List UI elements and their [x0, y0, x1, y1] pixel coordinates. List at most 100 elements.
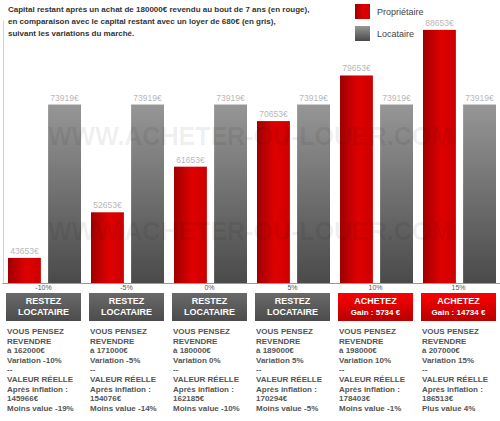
panel-text: VALEUR RÉELLE: [90, 375, 157, 384]
data-label: 79653€: [342, 63, 371, 73]
data-label: 73919€: [382, 93, 411, 103]
panel-text: VOUS PENSEZ: [339, 327, 396, 336]
verdict-box: [338, 293, 413, 321]
data-label: 70653€: [259, 109, 288, 119]
panel-text: 154076€: [90, 394, 122, 403]
panel-text: Après inflation :: [339, 385, 400, 394]
panel-text: VALEUR RÉELLE: [256, 375, 323, 384]
panel-text: --: [90, 365, 96, 374]
panel-text: VALEUR RÉELLE: [173, 375, 240, 384]
panel-text: VOUS PENSEZ: [173, 327, 230, 336]
panel-text: REVENDRE: [422, 337, 467, 346]
x-tick-label: -5%: [120, 284, 132, 291]
bar: [131, 105, 164, 283]
x-axis: -10% -5% 0% 5% 10% 15%: [3, 283, 500, 291]
panel-text: Après inflation :: [173, 385, 234, 394]
panel-text: à 180000€: [173, 346, 211, 355]
panels: RESTEZLOCATAIREVOUS PENSEZREVENDREà 1620…: [6, 293, 496, 413]
data-label: 73919€: [465, 93, 494, 103]
bar: [91, 212, 124, 283]
bar: [8, 258, 41, 283]
data-label: 88653€: [425, 18, 454, 28]
title-line: Capital restant après un achat de 180000…: [8, 5, 309, 14]
panel-text: VALEUR RÉELLE: [422, 375, 489, 384]
verdict-text: Gain : 14734 €: [432, 308, 486, 317]
x-tick-label: 0%: [204, 284, 214, 291]
x-axis-line: [3, 283, 500, 284]
verdict-box: [89, 293, 164, 321]
panel-text: Variation 0%: [173, 356, 221, 365]
panel-text: Variation -10%: [7, 356, 62, 365]
x-tick: 0%: [204, 283, 214, 291]
data-label: 61653€: [176, 155, 205, 165]
panel-text: --: [7, 365, 13, 374]
watermark: WWW.ACHETER-OU-LOUER.COMWWW.ACHETER-OU-L…: [48, 122, 452, 245]
panel-text: à 207000€: [422, 346, 460, 355]
panel-text: Moins value -14%: [90, 404, 157, 413]
bar: [463, 105, 496, 283]
verdict-text: LOCATAIRE: [184, 307, 235, 317]
panel-text: VOUS PENSEZ: [422, 327, 479, 336]
panel-text: VALEUR RÉELLE: [339, 375, 406, 384]
panel-text: Moins value -5%: [256, 404, 318, 413]
panel-text: 162185€: [173, 394, 205, 403]
x-tick: -5%: [120, 283, 132, 291]
verdict-box: [421, 293, 496, 321]
panel-text: Plus value 4%: [422, 404, 475, 413]
bar: [297, 105, 330, 283]
bars: [8, 30, 496, 283]
legend-label: Locataire: [377, 29, 414, 39]
panel-text: VOUS PENSEZ: [90, 327, 147, 336]
verdict-text: RESTEZ: [192, 296, 228, 306]
panel-text: Après inflation :: [422, 385, 483, 394]
bar: [48, 105, 81, 283]
x-tick-label: 15%: [451, 284, 465, 291]
panel-text: --: [256, 365, 262, 374]
panel-text: VOUS PENSEZ: [7, 327, 64, 336]
panel-text: REVENDRE: [256, 337, 301, 346]
panel-text: Après inflation :: [7, 385, 68, 394]
x-tick: -10%: [35, 283, 51, 291]
verdict-box: [6, 293, 81, 321]
panel-text: --: [339, 365, 345, 374]
data-label: 73919€: [299, 93, 328, 103]
verdict-box: [255, 293, 330, 321]
verdict-text: ACHETEZ: [437, 296, 480, 306]
panel-text: --: [422, 365, 428, 374]
data-label: 73919€: [216, 93, 245, 103]
x-tick-label: -10%: [35, 284, 51, 291]
panel-text: REVENDRE: [339, 337, 384, 346]
data-label: 52653€: [93, 200, 122, 210]
panel-text: Variation 5%: [256, 356, 304, 365]
chart: Capital restant après un achat de 180000…: [0, 0, 500, 421]
verdict-text: LOCATAIRE: [101, 307, 152, 317]
panel-text: Après inflation :: [256, 385, 317, 394]
panel-text: 178403€: [339, 394, 371, 403]
panel-text: REVENDRE: [7, 337, 52, 346]
watermark-text: WWW.ACHETER-OU-LOUER.COM: [48, 122, 452, 150]
bar: [423, 30, 456, 283]
legend-swatch: [355, 4, 370, 19]
panel-text: VOUS PENSEZ: [256, 327, 313, 336]
panel-text: 186513€: [422, 394, 454, 403]
verdict-text: LOCATAIRE: [18, 307, 69, 317]
panel-text: à 162000€: [7, 346, 45, 355]
panel-text: VALEUR RÉELLE: [7, 375, 74, 384]
bar: [340, 75, 373, 283]
panel-text: à 189000€: [256, 346, 294, 355]
x-tick: 10%: [368, 283, 382, 291]
data-label: 73919€: [133, 93, 162, 103]
panel-text: Variation 10%: [339, 356, 391, 365]
x-tick-label: 5%: [287, 284, 297, 291]
legend-label: Propriétaire: [377, 7, 424, 17]
panel-text: REVENDRE: [90, 337, 135, 346]
panel-text: Variation 15%: [422, 356, 474, 365]
bar: [380, 105, 413, 283]
panel-text: à 171000€: [90, 346, 128, 355]
panel-text: Variation -5%: [90, 356, 140, 365]
verdict-text: LOCATAIRE: [267, 307, 318, 317]
data-label: 73919€: [50, 93, 79, 103]
panel-text: Après inflation :: [90, 385, 151, 394]
title: Capital restant après un achat de 180000…: [8, 5, 309, 38]
bar: [257, 121, 290, 283]
